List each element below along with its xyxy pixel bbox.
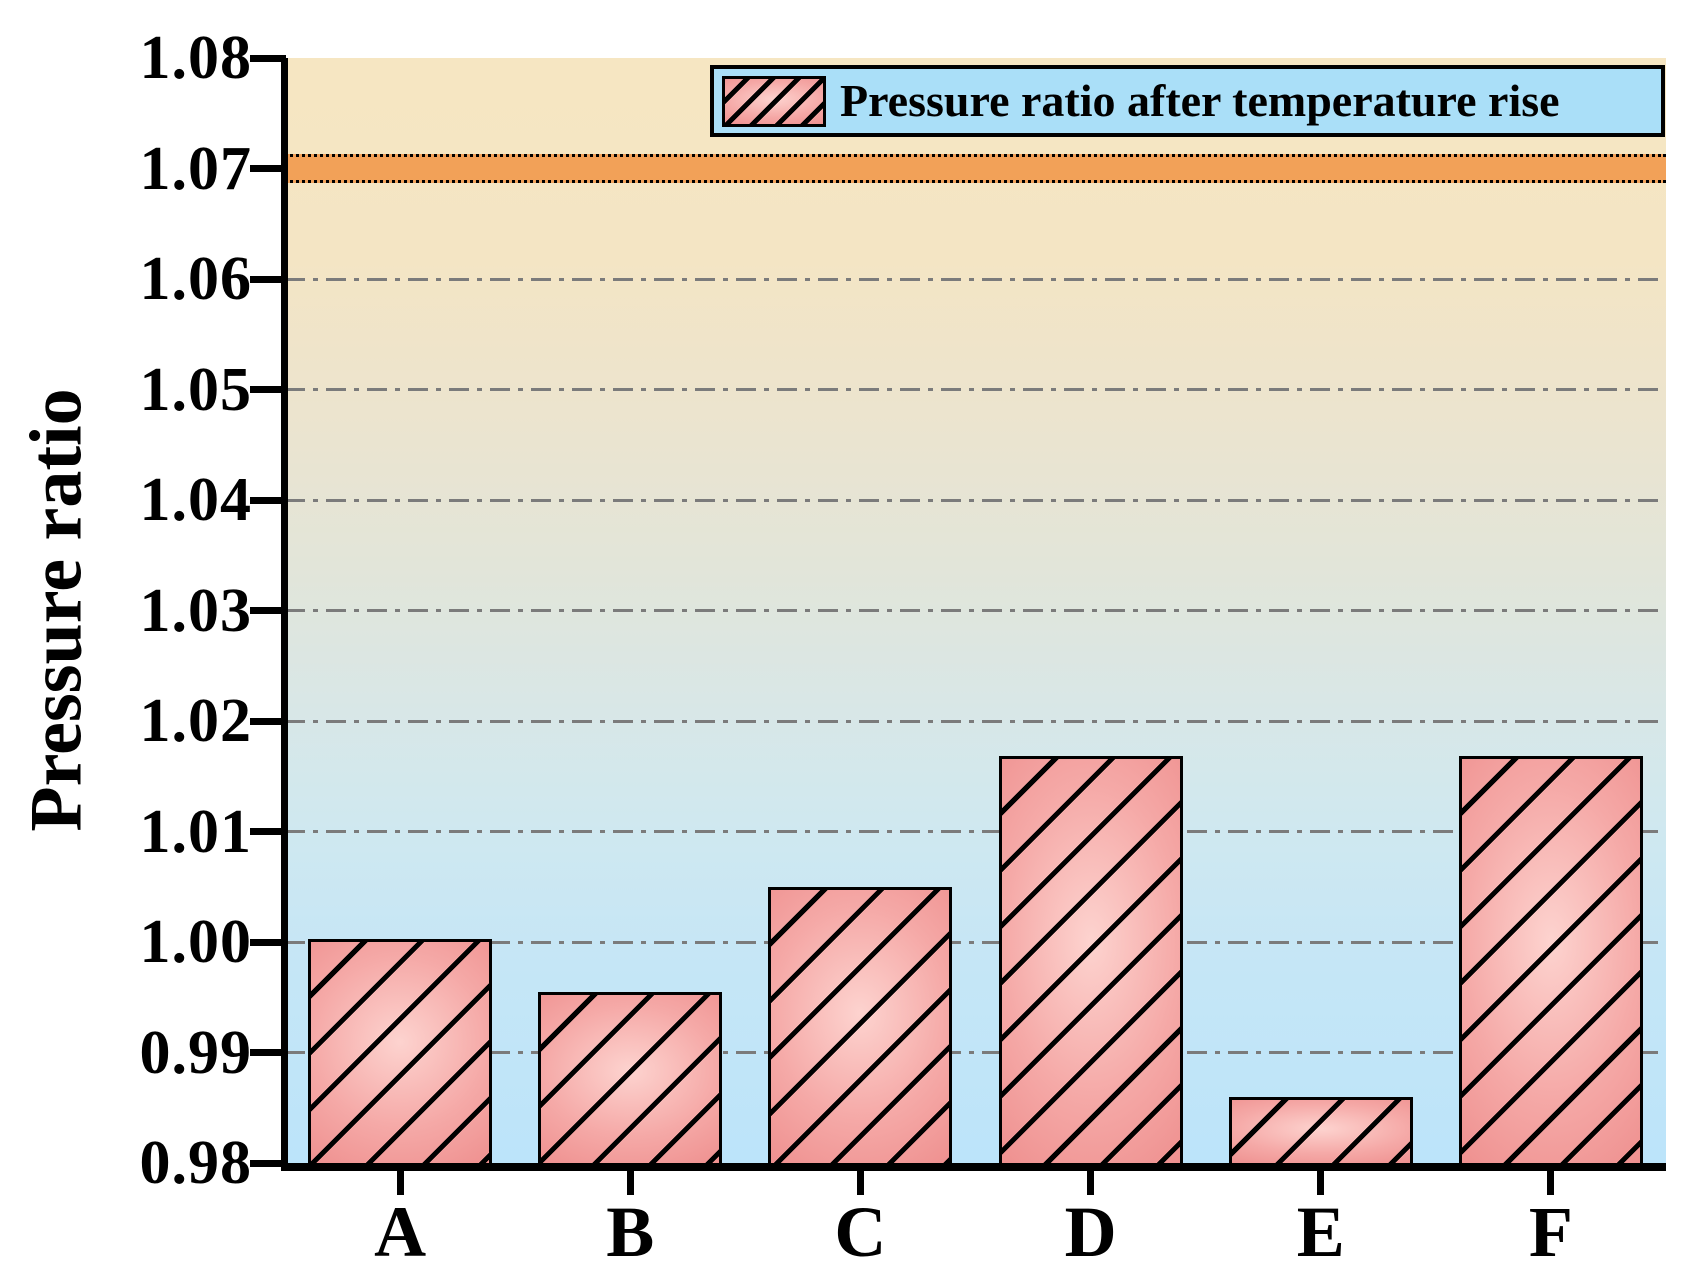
y-axis-line <box>281 58 288 1171</box>
bar-A <box>308 938 493 1163</box>
bar-C <box>768 886 953 1163</box>
y-tick-label: 1.08 <box>139 24 252 92</box>
y-tick-label: 1.02 <box>139 687 252 755</box>
x-tick <box>396 1171 404 1195</box>
y-tick-label: 1.00 <box>139 908 252 976</box>
bar-D <box>998 756 1183 1163</box>
bar-B <box>538 991 723 1163</box>
y-tick <box>250 717 286 725</box>
y-tick <box>250 275 286 283</box>
x-tick-label-B: B <box>606 1192 655 1272</box>
x-tick-label-D: D <box>1064 1192 1117 1272</box>
gridline <box>285 388 1666 391</box>
x-tick <box>856 1171 864 1195</box>
y-tick-label: 1.07 <box>139 134 252 203</box>
bar-E <box>1228 1096 1413 1163</box>
x-tick-label-E: E <box>1296 1192 1345 1272</box>
y-tick-label: 1.03 <box>139 576 252 645</box>
y-tick <box>250 1049 286 1056</box>
gridline <box>285 609 1666 612</box>
y-tick-label: 1.04 <box>139 466 252 534</box>
gridline <box>285 719 1666 723</box>
legend-swatch-hatched-bar <box>722 75 826 127</box>
plot-area <box>285 58 1666 1163</box>
legend-label: Pressure ratio after temperature rise <box>840 75 1560 126</box>
y-tick <box>250 938 286 946</box>
x-tick-label-C: C <box>834 1192 887 1272</box>
y-tick <box>250 54 286 62</box>
y-tick-label: 0.99 <box>139 1018 252 1087</box>
reference-band <box>285 154 1666 183</box>
x-tick-label-F: F <box>1528 1192 1573 1272</box>
x-axis-line <box>281 1163 1666 1171</box>
y-tick <box>250 828 286 835</box>
y-tick <box>250 386 286 393</box>
y-tick <box>250 1159 286 1167</box>
y-tick <box>250 165 286 172</box>
legend: Pressure ratio after temperature rise <box>710 65 1665 137</box>
gridline <box>285 1051 1666 1054</box>
y-tick <box>250 607 286 614</box>
x-tick-label-A: A <box>374 1192 427 1272</box>
y-tick-label: 1.01 <box>139 797 252 866</box>
gridline <box>285 940 1666 944</box>
y-tick <box>250 496 286 504</box>
gridline <box>285 830 1666 833</box>
x-tick <box>626 1171 634 1195</box>
bar-F <box>1458 756 1643 1163</box>
x-tick <box>1087 1171 1095 1195</box>
y-tick-label: 1.06 <box>139 245 252 313</box>
y-tick-label: 1.05 <box>139 355 252 424</box>
x-tick <box>1317 1171 1325 1195</box>
x-tick <box>1547 1171 1555 1195</box>
y-tick-label: 0.98 <box>139 1129 252 1197</box>
gridline <box>285 498 1666 502</box>
gridline <box>285 277 1666 281</box>
